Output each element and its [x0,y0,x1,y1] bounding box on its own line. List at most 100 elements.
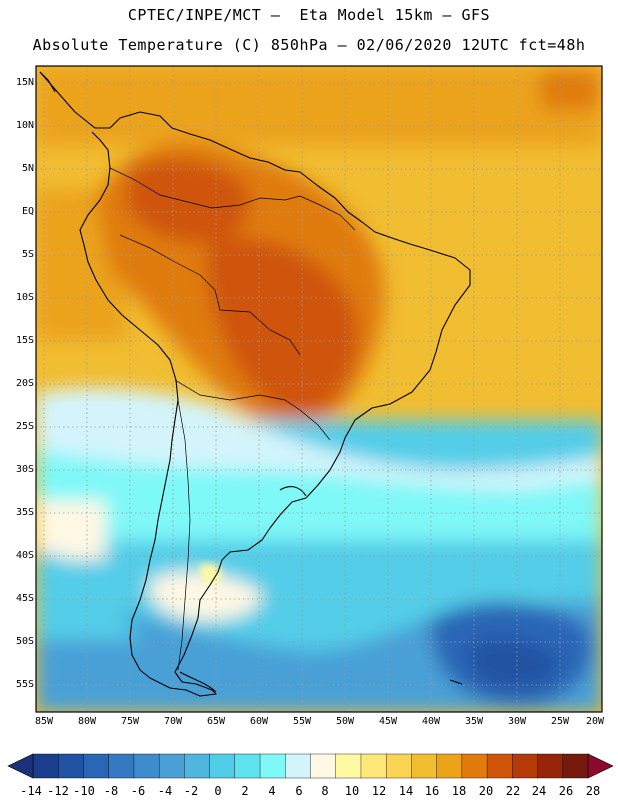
lon-label-50w: 50W [335,716,355,727]
field-hot-north [125,159,251,243]
lat-label-5n: 5N [21,163,34,174]
colorbar-label: 28 [585,784,601,798]
colorbar-swatch [310,753,337,779]
border-bolivia-brazil [119,234,301,356]
lat-label-20s: 20S [15,378,34,389]
colorbar-swatch [32,753,59,779]
colorbar-swatch [486,753,514,779]
colorbar-swatch [108,753,135,779]
colorbar-swatch [58,753,85,779]
colorbar-swatch [385,753,413,779]
lon-label-30w: 30W [507,716,527,727]
colorbar-label: -14 [20,784,42,798]
lon-label-55w: 55W [292,716,312,727]
lat-label-35s: 35S [15,507,34,518]
colorbar-swatch [537,753,564,779]
south-america-coast [39,71,471,697]
colorbar-label: -4 [157,784,173,798]
colorbar-high-arrow [587,753,614,779]
border-north [109,167,301,209]
lat-label-10n: 10N [15,120,34,131]
lat-label-15n: 15N [15,77,34,88]
colorbar-swatch [184,753,211,779]
colorbar-label: 12 [371,784,387,798]
colorbar-label: 14 [398,784,414,798]
colorbar-swatch [411,753,438,779]
colorbar-label: 2 [241,784,249,798]
rio-de-la-plata [279,486,307,497]
colorbar-low-arrow [7,753,34,779]
colorbar [7,753,614,779]
lat-label-45s: 45S [15,593,34,604]
border-chile-argentina [177,399,191,671]
colorbar-swatch [133,753,160,779]
colorbar-label: 18 [451,784,467,798]
lon-label-20w: 20W [585,716,605,727]
lat-label-5s: 5S [21,249,34,260]
colorbar-swatch [436,753,463,779]
central-america-coast [39,71,56,93]
field-hot-northeast [540,70,600,110]
field-pale-west [36,500,106,560]
colorbar-swatch [83,753,110,779]
colorbar-label: 6 [295,784,303,798]
colorbar-swatch [562,753,589,779]
colorbar-label: -12 [47,784,69,798]
falkland-islands [449,679,463,685]
lat-label-eq: EQ [21,206,34,217]
lon-label-85w: 85W [34,716,54,727]
lat-label-25s: 25S [15,421,34,432]
lon-label-80w: 80W [77,716,97,727]
lat-label-55s: 55S [15,679,34,690]
colorbar-swatch [234,753,261,779]
map-frame [35,65,603,713]
colorbar-swatch [512,753,539,779]
colorbar-swatch [158,753,186,779]
colorbar-label: 4 [268,784,276,798]
lon-label-75w: 75W [120,716,140,727]
colorbar-label: -10 [73,784,95,798]
field-hot-central [206,237,359,415]
field-north-band [36,66,602,146]
colorbar-swatches [32,753,589,779]
chart-subtitle: Absolute Temperature (C) 850hPa – 02/06/… [32,36,586,54]
lon-label-25w: 25W [550,716,570,727]
coastlines [39,71,471,697]
colorbar-label: 8 [321,784,329,798]
lat-label-15s: 15S [15,335,34,346]
colorbar-label: 22 [505,784,521,798]
colorbar-swatch [259,753,286,779]
colorbar-label: 16 [424,784,440,798]
colorbar-label: -6 [130,784,146,798]
colorbar-label: 24 [531,784,547,798]
lon-label-45w: 45W [378,716,398,727]
lat-label-40s: 40S [15,550,34,561]
country-borders [109,167,356,671]
chart-title: CPTEC/INPE/MCT – Eta Model 15km – GFS [127,6,491,24]
colorbar-label: 26 [558,784,574,798]
lat-label-10s: 10S [15,292,34,303]
lon-label-60w: 60W [249,716,269,727]
tierra-del-fuego [179,671,217,693]
border-paraguay [174,379,331,441]
colorbar-swatch [209,753,236,779]
field-southwest [36,550,140,640]
colorbar-label: -2 [183,784,199,798]
colorbar-label: 10 [344,784,360,798]
temperature-field [36,66,602,712]
lat-label-30s: 30S [15,464,34,475]
lon-label-70w: 70W [163,716,183,727]
colorbar-swatch [360,753,387,779]
colorbar-swatch [335,753,362,779]
colorbar-label: -8 [103,784,119,798]
field-cyan-band [36,450,602,540]
border-guianas [299,195,356,231]
lat-label-50s: 50S [15,636,34,647]
field-patagonia-warm [149,571,262,621]
lon-label-65w: 65W [206,716,226,727]
lon-label-40w: 40W [421,716,441,727]
colorbar-label: 20 [478,784,494,798]
colorbar-swatch [285,753,312,779]
field-coldest-core [468,637,560,689]
